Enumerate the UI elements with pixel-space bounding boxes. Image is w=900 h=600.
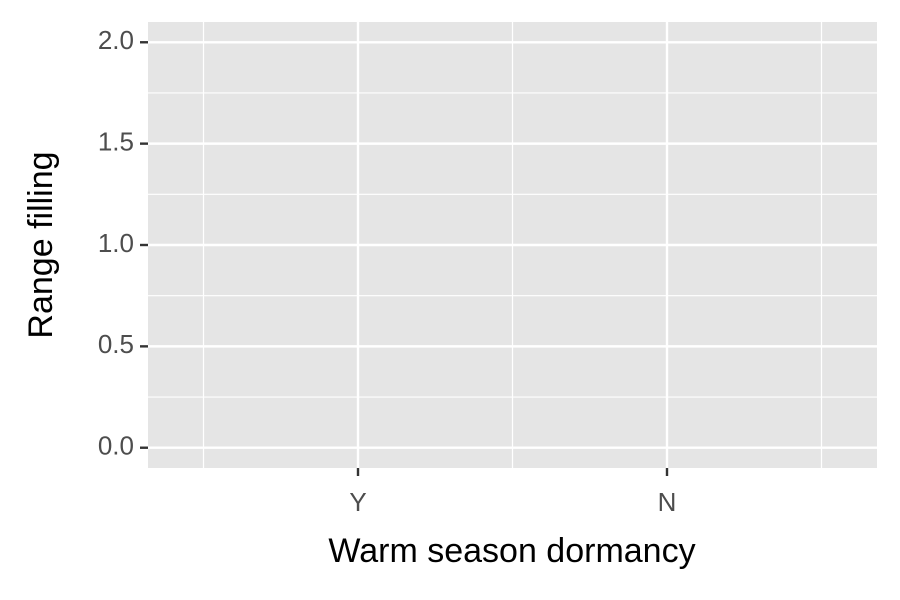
x-tick-label: Y [349, 487, 366, 517]
x-axis-title: Warm season dormancy [328, 532, 695, 570]
y-tick-label: 2.0 [98, 25, 134, 55]
y-tick-label: 0.5 [98, 329, 134, 359]
y-axis-title: Range filling [22, 151, 60, 338]
y-tick-label: 0.0 [98, 431, 134, 461]
x-tick-label: N [658, 487, 677, 517]
y-tick-label: 1.5 [98, 127, 134, 157]
y-tick-label: 1.0 [98, 228, 134, 258]
